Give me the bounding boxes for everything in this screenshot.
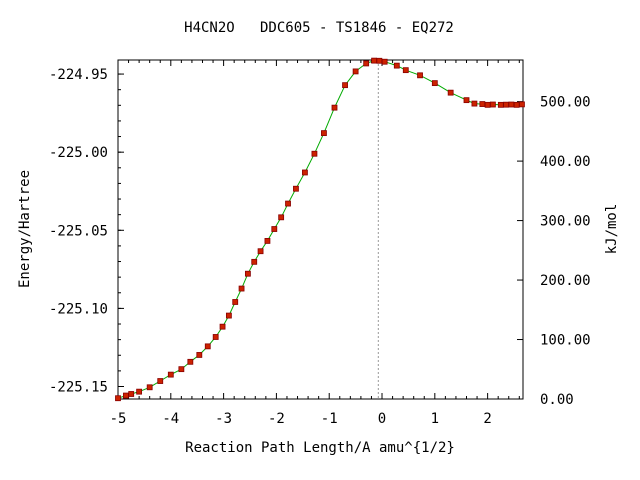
data-point	[363, 60, 370, 67]
series-line	[117, 60, 522, 399]
data-point	[321, 130, 327, 137]
data-point	[447, 89, 454, 96]
data-point	[342, 82, 348, 89]
data-point	[251, 258, 258, 265]
data-point	[204, 343, 211, 350]
data-point	[128, 391, 135, 397]
data-point	[503, 101, 510, 108]
data-point	[331, 104, 338, 111]
x-tick-label: -5	[110, 411, 127, 427]
data-point	[278, 214, 285, 221]
y-axis-left: -225.15 -225.10 -225.05 -225.00 -224.95	[49, 67, 124, 396]
data-point	[302, 169, 308, 176]
data-point	[371, 57, 377, 64]
y-axis-right: 0.00 100.00 200.00 300.00 400.00 500.00	[517, 95, 591, 408]
series-layer	[115, 57, 525, 402]
data-point	[381, 58, 388, 65]
x-axis: -5 -4 -3 -2 -1 0 1 2	[110, 60, 520, 427]
y2-tick-label: 500.00	[540, 95, 591, 111]
data-point	[232, 299, 239, 305]
y-tick-label: -225.00	[49, 145, 108, 161]
data-point	[167, 371, 174, 378]
data-point	[271, 226, 278, 232]
data-point	[513, 101, 520, 108]
data-point	[187, 358, 194, 365]
y2-tick-label: 400.00	[540, 154, 591, 170]
data-point	[497, 101, 504, 108]
x-axis-label: Reaction Path Length/A amu^{1/2}	[185, 440, 455, 456]
plot-area-frame	[117, 59, 524, 400]
y-tick-label: -225.05	[49, 223, 108, 239]
y2-tick-label: 200.00	[540, 273, 591, 289]
data-point	[376, 57, 383, 64]
data-point	[490, 101, 496, 108]
data-point	[479, 101, 486, 107]
data-point	[471, 100, 478, 107]
data-point	[431, 80, 438, 87]
x-tick-label: 0	[378, 411, 386, 427]
data-point	[115, 395, 121, 402]
data-point	[519, 101, 525, 108]
chart-title: H4CN2O DDC605 - TS1846 - EQ272	[184, 20, 454, 36]
data-point	[311, 150, 318, 157]
y2-tick-label: 100.00	[540, 333, 591, 349]
y-axis-label: Energy/Hartree	[17, 170, 33, 288]
y-tick-label: -225.15	[49, 380, 108, 396]
data-point	[508, 101, 515, 108]
data-point	[123, 392, 129, 399]
data-point	[136, 388, 143, 395]
data-point	[238, 285, 245, 292]
x-tick-label: -2	[268, 411, 285, 427]
data-point	[257, 248, 264, 255]
y2-tick-label: 300.00	[540, 214, 591, 230]
data-point	[417, 72, 423, 79]
data-point	[196, 352, 203, 358]
data-point	[219, 323, 226, 330]
data-point	[212, 334, 219, 340]
data-point	[352, 68, 359, 75]
y2-axis-label: kJ/mol	[604, 204, 620, 255]
data-point	[225, 312, 232, 319]
y-tick-label: -225.10	[49, 301, 108, 317]
data-point	[264, 238, 271, 244]
data-point	[178, 366, 185, 373]
data-point	[484, 101, 491, 108]
data-point	[402, 67, 409, 74]
x-tick-label: -4	[162, 411, 179, 427]
x-tick-label: 1	[431, 411, 439, 427]
y-tick-label: -224.95	[49, 67, 108, 83]
data-point	[293, 185, 299, 192]
data-point	[393, 62, 400, 69]
data-point	[285, 200, 291, 207]
x-tick-label: -3	[215, 411, 232, 427]
data-point	[157, 378, 164, 384]
y2-tick-label: 0.00	[540, 392, 574, 408]
data-point	[463, 97, 470, 104]
x-tick-label: 2	[483, 411, 491, 427]
data-point	[244, 270, 251, 277]
x-tick-label: -1	[321, 411, 338, 427]
data-point	[146, 384, 153, 391]
